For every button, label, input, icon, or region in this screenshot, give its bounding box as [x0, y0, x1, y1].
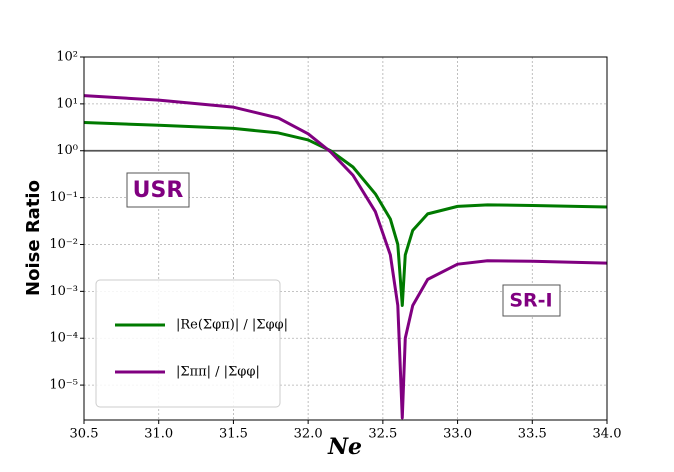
annotation: USR	[133, 178, 184, 203]
x-tick-label: 30.5	[70, 427, 99, 442]
y-tick-label: 10⁻²	[49, 237, 78, 252]
x-tick-label: 31.0	[144, 427, 173, 442]
y-tick-label: 10²	[56, 50, 78, 65]
annotation: SR-I	[509, 290, 552, 312]
y-tick-label: 10⁻³	[49, 284, 78, 299]
y-axis-label: Noise Ratio	[23, 180, 44, 296]
legend-label: |Σππ| / |Σφφ|	[176, 365, 260, 380]
y-tick-label: 10⁻¹	[49, 190, 78, 205]
x-tick-label: 34.0	[593, 427, 622, 442]
x-tick-label: 33.0	[443, 427, 472, 442]
series-line	[84, 121, 607, 307]
plot-frame	[83, 56, 608, 421]
y-tick-label: 10¹	[56, 96, 78, 111]
y-tick-label: 10⁻⁵	[49, 378, 78, 393]
y-tick-label: 10⁻⁴	[49, 331, 78, 346]
legend-label: |Re(Σφπ)| / |Σφφ|	[176, 318, 288, 333]
x-axis-label: Ne	[327, 434, 362, 460]
annotation-box	[502, 284, 561, 317]
x-tick-label: 31.5	[219, 427, 248, 442]
series-line	[84, 94, 607, 420]
x-tick-label: 33.5	[518, 427, 547, 442]
x-tick-label: 32.5	[368, 427, 397, 442]
annotation-box	[126, 172, 190, 208]
legend-box	[95, 279, 281, 408]
x-tick-label: 32.0	[294, 427, 323, 442]
y-tick-label: 10⁰	[56, 143, 78, 158]
